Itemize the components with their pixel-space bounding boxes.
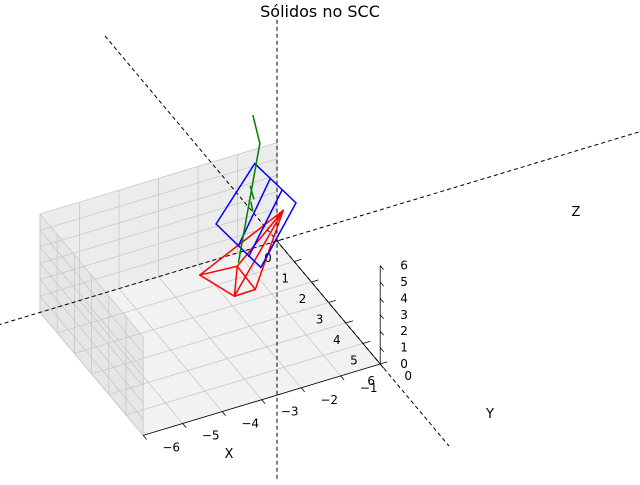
grid-line <box>39 246 144 371</box>
grid-lines <box>39 142 381 436</box>
solid-edge <box>233 209 284 298</box>
solid-edge <box>233 288 257 298</box>
z-tick <box>379 330 384 336</box>
grid-line <box>39 158 278 231</box>
solid-edge <box>215 162 256 225</box>
grid-line <box>79 300 184 424</box>
solid-edge <box>252 114 261 145</box>
x-axis-label: X <box>225 447 234 462</box>
y-tick <box>182 423 187 428</box>
x-tick-label: 0 <box>264 251 272 265</box>
solid-3 <box>237 114 261 263</box>
solid-edge <box>254 209 284 291</box>
chart-title: Sólidos no SCC <box>260 2 380 21</box>
y-tick-label: −1 <box>360 381 378 395</box>
z-tick <box>379 281 384 287</box>
y-tick-label: −6 <box>162 440 180 454</box>
grid-line <box>39 312 144 436</box>
z-tick-label: 5 <box>400 275 408 289</box>
x-coordinate-axis <box>104 35 450 447</box>
grid-line <box>158 276 263 400</box>
x-tick-label: 4 <box>333 333 341 347</box>
z-tick <box>379 347 384 352</box>
solid-edge <box>249 185 255 200</box>
y-tick <box>340 375 345 381</box>
y-tick-label: 0 <box>404 369 412 383</box>
grid-line <box>39 191 278 264</box>
grid-line <box>39 213 144 338</box>
x-tick <box>311 279 319 283</box>
solid-edge <box>250 201 254 212</box>
y-tick <box>300 387 305 393</box>
y-tick <box>142 435 147 440</box>
x-tick <box>345 320 354 324</box>
y-coordinate-axis <box>0 131 640 325</box>
y-tick-label: −2 <box>320 393 338 407</box>
y-tick <box>221 411 226 416</box>
x-tick <box>362 340 371 344</box>
axis-labels: X Y Z <box>225 205 581 462</box>
grid-line <box>39 279 144 403</box>
y-tick-label: −3 <box>281 405 299 419</box>
y-axis-label: Y <box>485 407 494 422</box>
z-tick-label: 2 <box>400 324 408 338</box>
axis-panes <box>40 142 381 436</box>
solid-edge <box>199 265 238 276</box>
x-tick-label: 1 <box>281 272 289 286</box>
x-tick <box>294 258 302 262</box>
solid-edge <box>253 162 297 204</box>
z-tick <box>379 265 384 270</box>
grid-line <box>237 252 342 377</box>
grid-line <box>39 295 144 420</box>
grid-line <box>39 224 278 297</box>
z-tick-label: 4 <box>400 291 408 305</box>
grid-line <box>39 142 278 215</box>
x-tick-label: 5 <box>350 354 358 368</box>
z-tick <box>379 314 384 320</box>
x-tick-label: 2 <box>299 292 307 306</box>
solid-edge <box>236 209 284 268</box>
solids <box>199 114 297 298</box>
y-tick-label: −5 <box>202 429 220 443</box>
grid-line <box>39 207 278 280</box>
z-tick-label: 3 <box>400 308 408 322</box>
x-tick-label: 3 <box>316 313 324 327</box>
x-tick <box>328 299 336 303</box>
y-tick <box>261 399 266 405</box>
z-axis-label: Z <box>572 205 581 220</box>
z-tick-label: 0 <box>400 357 408 371</box>
grid-line <box>39 262 144 387</box>
x-tick <box>380 361 388 365</box>
x-tick-label: 6 <box>367 374 375 388</box>
solid-edge <box>237 142 261 263</box>
z-tick <box>379 298 384 303</box>
y-tick-label: −4 <box>241 417 259 431</box>
z-tick-label: 1 <box>400 341 408 355</box>
solid-edge <box>248 189 283 258</box>
solid-edge <box>260 202 297 269</box>
grid-line <box>39 175 278 248</box>
grid-line <box>118 288 223 412</box>
solid-edge <box>233 265 238 298</box>
solid-1 <box>199 209 284 298</box>
solid-edge <box>199 274 236 298</box>
grid-line <box>39 230 144 354</box>
coordinate-axes <box>0 19 640 479</box>
z-tick-label: 6 <box>400 259 408 273</box>
solid-edge <box>236 265 257 291</box>
